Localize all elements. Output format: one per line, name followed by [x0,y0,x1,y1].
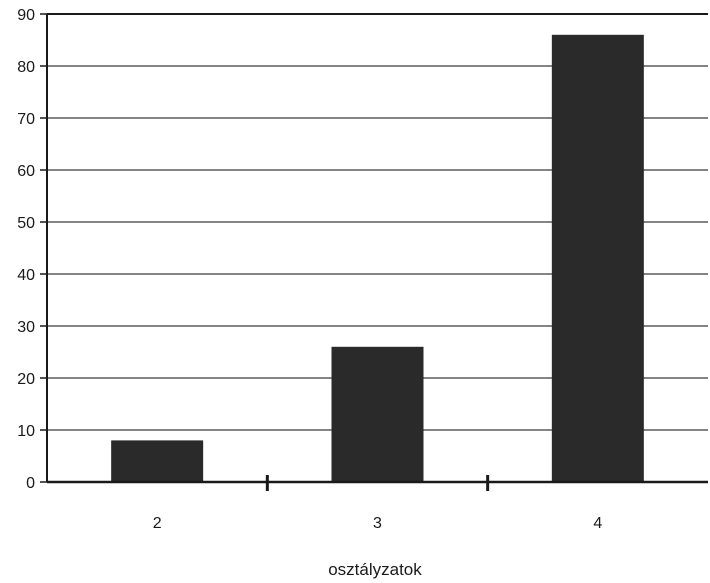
bar [111,440,204,482]
x-tick-label: 2 [153,515,162,532]
y-tick-label: 30 [17,319,35,336]
y-tick-label: 40 [17,267,35,284]
x-axis-label: osztályzatok [328,560,422,579]
y-axis-ticks: 0 10 20 30 40 50 60 70 80 90 [17,7,47,492]
y-tick-label: 10 [17,423,35,440]
x-tick-label: 4 [593,515,602,532]
y-tick-label: 0 [26,475,35,492]
bar [331,346,424,482]
x-tick-label: 3 [373,515,382,532]
y-tick-label: 20 [17,371,35,388]
y-tick-label: 80 [17,59,35,76]
y-tick-label: 60 [17,163,35,180]
bars [111,34,644,483]
axes [46,13,708,484]
y-tick-label: 50 [17,215,35,232]
bar [551,34,644,483]
x-axis-ticks: 2 3 4 [153,475,602,532]
y-tick-label: 70 [17,111,35,128]
y-tick-label: 90 [17,7,35,24]
